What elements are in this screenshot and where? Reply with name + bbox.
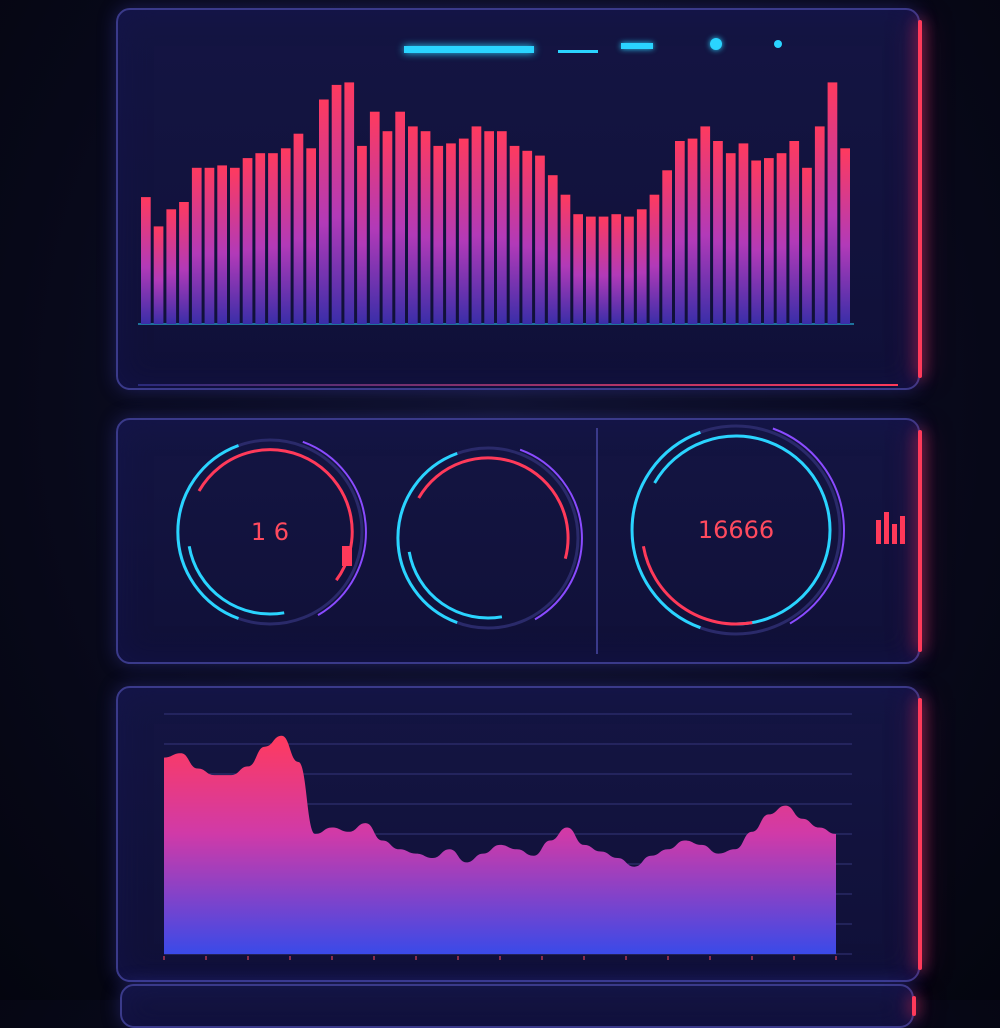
next-panel-edge bbox=[120, 984, 916, 1028]
bar bbox=[636, 209, 647, 324]
bar bbox=[230, 167, 240, 324]
bar bbox=[255, 153, 266, 324]
bar bbox=[153, 226, 164, 324]
bar bbox=[141, 197, 151, 324]
bar-chart-footer-line bbox=[138, 384, 898, 386]
bar bbox=[751, 160, 761, 324]
mini-bar bbox=[876, 520, 881, 544]
bar bbox=[560, 194, 571, 324]
bar bbox=[408, 126, 418, 325]
bar bbox=[649, 194, 660, 324]
bar bbox=[598, 216, 609, 324]
gauge-arc-accent bbox=[519, 448, 583, 621]
bar bbox=[484, 131, 494, 324]
bar bbox=[700, 126, 711, 325]
bar bbox=[242, 158, 253, 324]
bar bbox=[166, 209, 177, 324]
bar-chart bbox=[138, 82, 854, 325]
area-chart-ticks bbox=[163, 956, 837, 960]
bar bbox=[382, 131, 393, 324]
bar bbox=[280, 148, 291, 324]
gauge-value: 1 6 bbox=[251, 518, 289, 546]
bar-chart-panel bbox=[116, 8, 922, 390]
area-chart-area bbox=[164, 735, 836, 954]
mini-bar bbox=[892, 524, 897, 544]
bar bbox=[573, 214, 583, 324]
bar bbox=[840, 148, 850, 324]
gauges-panel: 1 6 16666 bbox=[116, 418, 922, 664]
bar bbox=[191, 167, 202, 324]
bar bbox=[369, 111, 380, 324]
bar bbox=[662, 170, 672, 324]
bar bbox=[522, 150, 533, 324]
header-indicator-mid bbox=[621, 43, 653, 49]
bar bbox=[687, 138, 698, 324]
bar bbox=[344, 82, 355, 325]
bar bbox=[776, 153, 787, 324]
gauge-value: 16666 bbox=[698, 516, 774, 544]
toggle-dot-icon[interactable] bbox=[710, 38, 722, 50]
bar bbox=[357, 145, 367, 324]
bar bbox=[433, 145, 444, 324]
bar bbox=[268, 153, 278, 324]
bar bbox=[725, 153, 736, 324]
bar bbox=[547, 175, 558, 324]
area-chart bbox=[163, 713, 852, 960]
mini-bar bbox=[884, 512, 889, 544]
bar bbox=[789, 141, 800, 324]
bar bbox=[675, 141, 685, 324]
mini-bar bbox=[900, 516, 905, 544]
bar bbox=[319, 99, 329, 324]
gauge-arc-outer bbox=[396, 451, 458, 625]
bar bbox=[306, 148, 316, 324]
header-indicator-short bbox=[558, 50, 598, 53]
bar bbox=[814, 126, 825, 325]
gauge-fill-arc bbox=[417, 456, 570, 560]
bar bbox=[535, 155, 545, 324]
bar-chart-bars bbox=[141, 82, 850, 325]
bar bbox=[458, 138, 469, 324]
bar bbox=[713, 141, 723, 324]
header-indicator-long bbox=[404, 46, 534, 53]
bar bbox=[611, 214, 622, 324]
gauge-marker bbox=[342, 546, 352, 566]
bar bbox=[446, 143, 456, 324]
bar bbox=[293, 133, 304, 324]
gauge-arc-inner bbox=[187, 545, 285, 616]
bar bbox=[217, 165, 227, 324]
bar bbox=[471, 126, 482, 325]
gauge-arc-outer bbox=[176, 444, 240, 620]
bar bbox=[509, 145, 520, 324]
gauge-arc-accent bbox=[302, 440, 367, 616]
bar bbox=[764, 158, 774, 324]
gauge-arc-outer bbox=[630, 430, 701, 630]
bar bbox=[420, 131, 431, 324]
bar bbox=[179, 202, 189, 324]
bar bbox=[204, 167, 215, 324]
gauge-arc-accent bbox=[772, 427, 845, 625]
bar bbox=[738, 143, 749, 324]
bar bbox=[827, 82, 838, 325]
bar bbox=[802, 167, 812, 324]
gauge-fill-arc bbox=[653, 434, 832, 626]
bar bbox=[624, 216, 634, 324]
gauges-divider bbox=[596, 428, 598, 654]
gauge-arc-inner bbox=[641, 546, 753, 626]
bar bbox=[331, 84, 342, 325]
gauges: 1 6 16666 bbox=[176, 424, 905, 636]
bar bbox=[497, 131, 507, 324]
gauge-arc-inner bbox=[407, 551, 503, 620]
bar bbox=[395, 111, 405, 324]
gauge-fill-arc bbox=[197, 448, 354, 582]
toggle-dot-small-icon[interactable] bbox=[774, 40, 782, 48]
bar bbox=[586, 216, 596, 324]
area-chart-panel bbox=[116, 686, 922, 982]
